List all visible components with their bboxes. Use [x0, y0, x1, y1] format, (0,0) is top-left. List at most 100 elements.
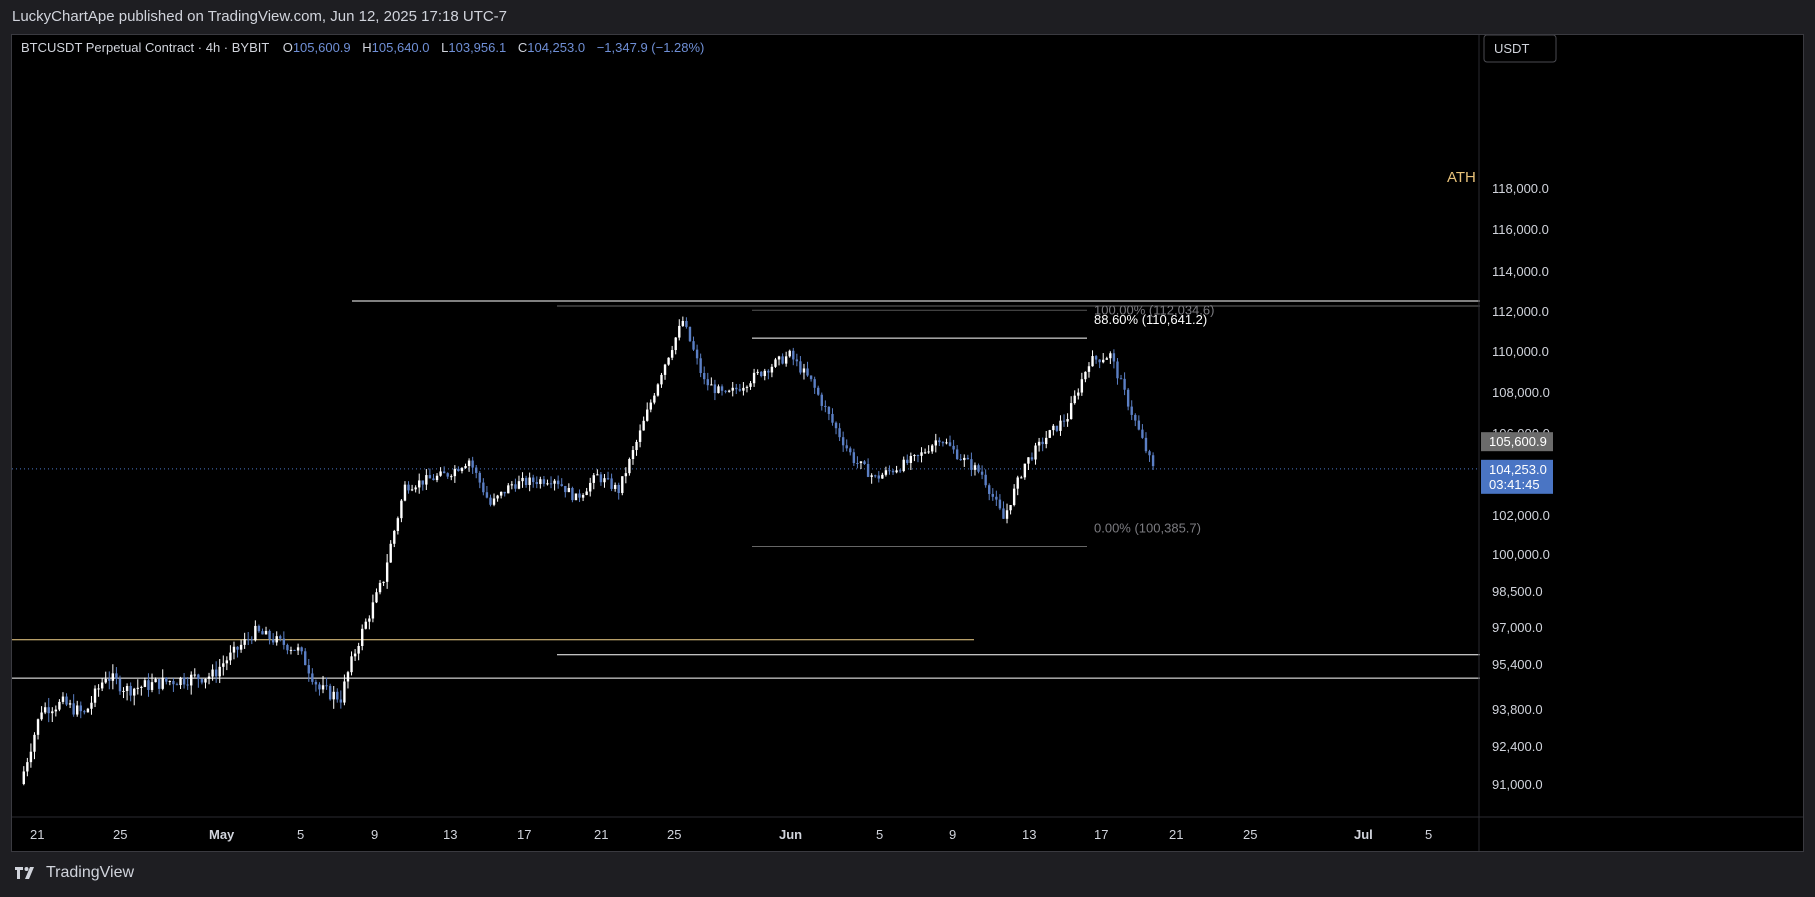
- chart-canvas[interactable]: 100.00% (112,034.6) 88.60% (110,641.2) 0…: [12, 35, 1803, 851]
- candle-body: [485, 492, 489, 498]
- candle-body: [118, 678, 122, 692]
- candle-body: [603, 478, 606, 483]
- plot-background: [12, 35, 1479, 817]
- candle-body: [172, 681, 175, 685]
- candle-body: [688, 326, 692, 342]
- candle-body: [478, 472, 481, 483]
- legend-high: 105,640.0: [372, 40, 430, 55]
- candle-body: [332, 691, 335, 700]
- candle-body: [471, 460, 474, 468]
- candle-body: [1062, 420, 1066, 422]
- candle-body: [745, 386, 749, 388]
- candle-body: [243, 639, 246, 645]
- candle-body: [100, 682, 104, 689]
- candle-body: [589, 482, 592, 492]
- candle-body: [553, 480, 556, 484]
- candle-body: [1069, 403, 1073, 420]
- time-tick: 25: [1243, 827, 1257, 842]
- candle-body: [428, 475, 432, 479]
- candle-body: [115, 673, 118, 679]
- candle-body: [264, 630, 268, 635]
- candle-body: [268, 630, 271, 640]
- candle-body: [742, 387, 745, 391]
- candle-body: [1048, 430, 1051, 438]
- footer-bar: [0, 852, 1815, 897]
- candle-body: [1116, 361, 1119, 379]
- candle-body: [218, 666, 221, 677]
- candle-body: [93, 688, 97, 703]
- candle-body: [122, 690, 125, 692]
- legend-low: 103,956.1: [448, 40, 506, 55]
- candle-body: [977, 465, 980, 472]
- candle-body: [988, 485, 991, 494]
- candle-body: [190, 674, 193, 686]
- candle-body: [1087, 366, 1091, 372]
- candle-body: [1045, 437, 1048, 445]
- candle-body: [948, 442, 952, 446]
- candle-body: [656, 384, 660, 396]
- candle-body: [207, 676, 211, 679]
- candle-body: [681, 320, 685, 326]
- candle-body: [204, 678, 207, 683]
- candle-body: [521, 477, 524, 482]
- tradingview-brand[interactable]: TradingView: [14, 864, 134, 882]
- bar-countdown: 03:41:45: [1489, 477, 1540, 492]
- candle-body: [963, 457, 966, 461]
- candle-body: [279, 636, 282, 639]
- candle-body: [606, 478, 610, 480]
- candle-body: [685, 320, 688, 327]
- candle-body: [414, 487, 417, 490]
- candle-body: [670, 350, 674, 358]
- candle-body: [1027, 457, 1030, 464]
- time-tick: May: [209, 827, 235, 842]
- candle-body: [610, 478, 613, 489]
- candle-body: [271, 639, 275, 643]
- candle-body: [407, 484, 410, 491]
- candle-body: [945, 442, 948, 444]
- candle-body: [560, 484, 563, 486]
- candle-body: [507, 485, 510, 494]
- candle-body: [995, 496, 998, 500]
- candle-body: [396, 518, 400, 531]
- candle-body: [321, 685, 325, 690]
- candle-body: [503, 491, 506, 494]
- candle-body: [282, 638, 286, 645]
- currency-button[interactable]: USDT: [1483, 35, 1557, 63]
- candle-body: [129, 685, 132, 696]
- candle-body: [229, 652, 232, 661]
- candle-body: [375, 592, 378, 603]
- candle-body: [33, 734, 36, 752]
- candle-body: [1055, 425, 1059, 431]
- last-price-badge: 104,253.0 03:41:45: [1481, 459, 1553, 494]
- price-axis-ticks[interactable]: 118,000.0 116,000.0 114,000.0 112,000.0 110,…: [1492, 181, 1550, 792]
- candle-body: [1002, 508, 1005, 519]
- time-tick: 21: [30, 827, 44, 842]
- legend-l-label: L: [441, 40, 448, 55]
- candle-body: [361, 628, 364, 646]
- price-tick: 118,000.0: [1492, 181, 1549, 196]
- time-tick: 21: [1169, 827, 1183, 842]
- candle-body: [585, 491, 588, 495]
- candle-body: [489, 497, 492, 505]
- candle-body: [83, 711, 86, 713]
- candle-body: [1141, 429, 1144, 438]
- candle-body: [421, 480, 424, 485]
- time-tick: 17: [517, 827, 531, 842]
- candle-body: [1084, 371, 1087, 380]
- candle-body: [984, 474, 987, 486]
- candle-body: [232, 646, 236, 653]
- candle-body: [1009, 505, 1012, 511]
- chart-frame[interactable]: 100.00% (112,034.6) 88.60% (110,641.2) 0…: [11, 34, 1804, 852]
- candle-body: [364, 621, 367, 629]
- candle-body: [125, 685, 129, 691]
- candle-body: [179, 677, 182, 686]
- time-axis-ticks[interactable]: 21 25 May 5 9 13 17 21 25 Jun 5 9 13 17 21 25 Jul 5: [30, 827, 1432, 842]
- candle-body: [874, 475, 877, 477]
- time-tick: 25: [667, 827, 681, 842]
- candle-body: [628, 459, 631, 474]
- candle-body: [58, 701, 61, 710]
- candle-body: [774, 359, 777, 367]
- candle-body: [888, 470, 891, 472]
- candle-body: [938, 440, 941, 443]
- candle-body: [631, 450, 635, 460]
